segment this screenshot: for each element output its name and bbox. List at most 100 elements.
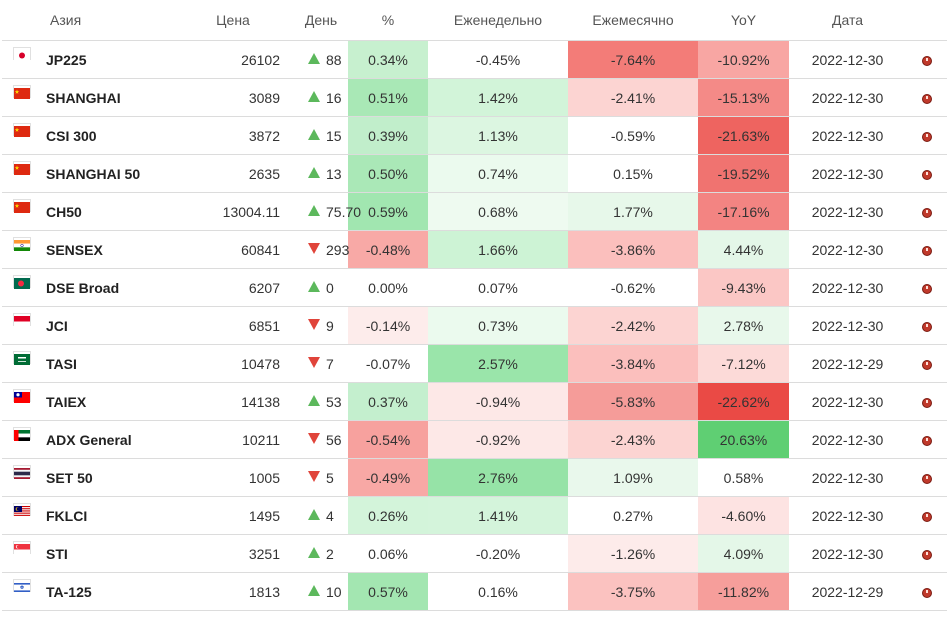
date-value: 2022-12-30: [789, 116, 907, 155]
clock-icon[interactable]: [921, 549, 932, 560]
header-yoy[interactable]: YoY: [698, 0, 790, 41]
price-value: 14138: [172, 382, 295, 421]
header-weekly[interactable]: Еженедельно: [428, 0, 569, 41]
index-name-link[interactable]: DSE Broad: [42, 268, 173, 307]
clock-icon[interactable]: [921, 55, 932, 66]
table-row[interactable]: CSI 300 3872 15 0.39% 1.13% -0.59% -21.63% 2022…: [2, 116, 948, 155]
index-name-link[interactable]: JP225: [42, 40, 173, 79]
clock-icon[interactable]: [921, 245, 932, 256]
table-row[interactable]: JP225 26102 88 0.34% -0.45% -7.64% -10.92% 2022…: [2, 40, 948, 79]
table-row[interactable]: SHANGHAI 3089 16 0.51% 1.42% -2.41% -15.13% 202…: [2, 78, 948, 117]
triangle-up-icon: [308, 395, 321, 407]
weekly-change: 1.66%: [428, 230, 569, 269]
table-row[interactable]: SENSEX 60841 293 -0.48% 1.66% -3.86% 4.44% 2022…: [2, 230, 948, 269]
clock-icon[interactable]: [921, 207, 932, 218]
index-name-link[interactable]: CSI 300: [42, 116, 173, 155]
table-row[interactable]: FKLCI 1495 4 0.26% 1.41% 0.27% -4.60% 2022-12-3…: [2, 496, 948, 535]
price-value: 3251: [172, 534, 295, 573]
clock-cell[interactable]: [906, 230, 948, 269]
clock-icon[interactable]: [921, 131, 932, 142]
index-name-link[interactable]: JCI: [42, 306, 173, 345]
index-name-link[interactable]: SENSEX: [42, 230, 173, 269]
clock-icon[interactable]: [921, 321, 932, 332]
day-change-value: 56: [326, 431, 342, 448]
clock-cell[interactable]: [906, 344, 948, 383]
clock-cell[interactable]: [906, 40, 948, 79]
clock-cell[interactable]: [906, 496, 948, 535]
clock-cell[interactable]: [906, 458, 948, 497]
day-change: 5: [294, 458, 349, 497]
clock-cell[interactable]: [906, 420, 948, 459]
table-header-row: Азия Цена День % Еженедельно Ежемесячно …: [2, 0, 948, 41]
header-day[interactable]: День: [294, 0, 349, 41]
price-value: 1495: [172, 496, 295, 535]
table-row[interactable]: ADX General 10211 56 -0.54% -0.92% -2.43% 20.6…: [2, 420, 948, 459]
day-change-value: 4: [326, 507, 334, 524]
clock-cell[interactable]: [906, 192, 948, 231]
triangle-down-icon: [308, 357, 321, 369]
clock-icon[interactable]: [921, 283, 932, 294]
triangle-up-icon: [308, 281, 321, 293]
yoy-change: 0.58%: [698, 458, 790, 497]
index-name-link[interactable]: SHANGHAI: [42, 78, 173, 117]
index-name-link[interactable]: CH50: [42, 192, 173, 231]
day-change: 53: [294, 382, 349, 421]
clock-cell[interactable]: [906, 268, 948, 307]
table-row[interactable]: SHANGHAI 50 2635 13 0.50% 0.74% 0.15% -19.52% 2…: [2, 154, 948, 193]
header-monthly[interactable]: Ежемесячно: [568, 0, 699, 41]
clock-cell[interactable]: [906, 306, 948, 345]
clock-cell[interactable]: [906, 154, 948, 193]
index-name-link[interactable]: TASI: [42, 344, 173, 383]
clock-cell[interactable]: [906, 382, 948, 421]
triangle-up-icon: [308, 53, 321, 65]
clock-icon[interactable]: [921, 435, 932, 446]
thailand-flag-icon: [14, 466, 30, 480]
weekly-change: 1.41%: [428, 496, 569, 535]
index-name-link[interactable]: ADX General: [42, 420, 173, 459]
pct-change: 0.39%: [348, 116, 429, 155]
table-row[interactable]: SET 50 1005 5 -0.49% 2.76% 1.09% 0.58% 2022-12-…: [2, 458, 948, 497]
clock-icon[interactable]: [921, 587, 932, 598]
table-row[interactable]: STI 3251 2 0.06% -0.20% -1.26% 4.09% 2022-12-30: [2, 534, 948, 573]
date-value: 2022-12-30: [789, 382, 907, 421]
date-value: 2022-12-29: [789, 344, 907, 383]
table-row[interactable]: TA-125 1813 10 0.57% 0.16% -3.75% -11.82% 2022-…: [2, 572, 948, 611]
index-name-link[interactable]: SET 50: [42, 458, 173, 497]
day-change-value: 7: [326, 355, 334, 372]
malaysia-flag-icon: [14, 504, 30, 518]
clock-cell[interactable]: [906, 78, 948, 117]
weekly-change: 0.74%: [428, 154, 569, 193]
header-price[interactable]: Цена: [172, 0, 295, 41]
weekly-change: 0.16%: [428, 572, 569, 611]
clock-cell[interactable]: [906, 572, 948, 611]
index-name-link[interactable]: TAIEX: [42, 382, 173, 421]
day-change-value: 5: [326, 469, 334, 486]
index-name-link[interactable]: STI: [42, 534, 173, 573]
clock-icon[interactable]: [921, 93, 932, 104]
header-date[interactable]: Дата: [789, 0, 907, 41]
table-row[interactable]: CH50 13004.11 75.70 0.59% 0.68% 1.77% -17.16% 2…: [2, 192, 948, 231]
clock-cell[interactable]: [906, 116, 948, 155]
clock-icon[interactable]: [921, 169, 932, 180]
monthly-change: 0.27%: [568, 496, 699, 535]
saudi-flag-icon: [14, 352, 30, 366]
header-pct[interactable]: %: [348, 0, 429, 41]
pct-change: -0.49%: [348, 458, 429, 497]
index-name-link[interactable]: FKLCI: [42, 496, 173, 535]
table-row[interactable]: JCI 6851 9 -0.14% 0.73% -2.42% 2.78% 2022-12-30: [2, 306, 948, 345]
clock-icon[interactable]: [921, 511, 932, 522]
header-region[interactable]: Азия: [2, 0, 173, 41]
table-row[interactable]: TASI 10478 7 -0.07% 2.57% -3.84% -7.12% 2022-12…: [2, 344, 948, 383]
table-row[interactable]: TAIEX 14138 53 0.37% -0.94% -5.83% -22.62% 2022…: [2, 382, 948, 421]
table-row[interactable]: DSE Broad 6207 0 0.00% 0.07% -0.62% -9.43% 2022…: [2, 268, 948, 307]
clock-icon[interactable]: [921, 473, 932, 484]
index-name-link[interactable]: TA-125: [42, 572, 173, 611]
clock-cell[interactable]: [906, 534, 948, 573]
date-value: 2022-12-30: [789, 534, 907, 573]
clock-icon[interactable]: [921, 359, 932, 370]
monthly-change: -5.83%: [568, 382, 699, 421]
index-name-link[interactable]: SHANGHAI 50: [42, 154, 173, 193]
day-change-value: 10: [326, 583, 342, 600]
date-value: 2022-12-30: [789, 458, 907, 497]
clock-icon[interactable]: [921, 397, 932, 408]
